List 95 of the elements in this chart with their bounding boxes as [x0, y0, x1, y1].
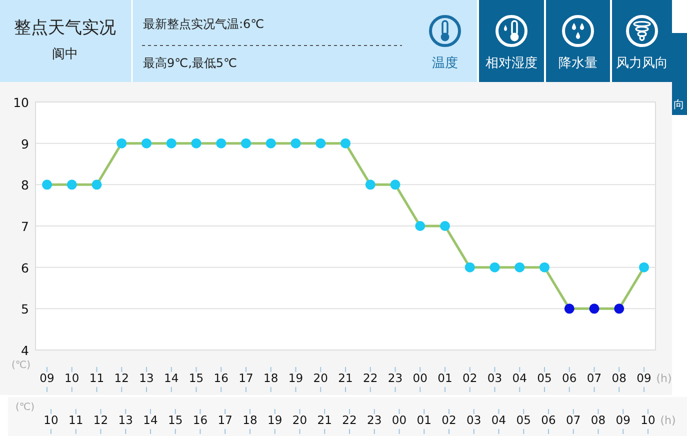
point [216, 138, 226, 148]
x-tick-label: 18 [264, 371, 278, 385]
point [316, 138, 326, 148]
point [390, 180, 400, 190]
point [440, 221, 450, 231]
point [639, 262, 649, 272]
x-tick-label: 10 [64, 371, 80, 385]
point [464, 262, 475, 272]
text: 相对湿度 [486, 55, 538, 71]
text: 13 [118, 413, 133, 427]
point [116, 138, 127, 148]
x-tick-label: 06 [562, 371, 577, 385]
text: 14 [143, 413, 158, 427]
x-tick-label: 15 [188, 371, 204, 385]
text: 05 [516, 413, 531, 427]
text: 10 [640, 413, 656, 427]
text: 02 [442, 413, 456, 427]
text: 19 [268, 413, 282, 427]
y-tick-label: 9 [21, 136, 30, 152]
text: (℃) [15, 402, 35, 413]
x-tick-label: 09 [40, 371, 54, 385]
text: 21 [317, 413, 332, 427]
y-tick-label: 5 [21, 302, 29, 317]
text: 04 [491, 413, 506, 427]
point [241, 138, 251, 148]
y-tick-label: 6 [21, 260, 30, 276]
point [166, 138, 176, 148]
y-tick-label: 10 [13, 95, 30, 110]
text: (h) [660, 414, 676, 427]
text: 降水量 [558, 56, 598, 71]
point [514, 262, 525, 272]
text: 10 [44, 413, 58, 427]
point [365, 180, 376, 190]
point [614, 304, 624, 314]
x-tick-label: 03 [487, 371, 502, 385]
text: 15 [168, 413, 183, 427]
point [340, 138, 350, 148]
x-tick-label: 05 [537, 371, 552, 385]
text: 16 [192, 413, 208, 427]
y-axis-title: (℃) [11, 360, 31, 371]
point [142, 138, 152, 148]
text: 18 [242, 413, 258, 427]
text: 17 [218, 413, 232, 427]
point [66, 180, 77, 190]
y-tick-label: 8 [21, 178, 30, 193]
point [564, 304, 574, 314]
text: 20 [292, 413, 308, 427]
text: 22 [342, 413, 357, 427]
y-tick-label: 7 [21, 219, 29, 234]
point [92, 180, 102, 190]
text: 23 [367, 413, 382, 427]
x-tick-label: 14 [164, 371, 179, 385]
x-tick-label: 22 [363, 371, 378, 385]
text: 最新整点实况气温:6℃ [143, 17, 264, 31]
point [266, 138, 276, 148]
text: 向 [674, 98, 684, 111]
x-tick-label: 13 [139, 371, 154, 385]
x-tick-label: 02 [462, 371, 478, 385]
point [540, 262, 550, 272]
chart-subtitle: 阆中 [52, 47, 78, 62]
x-tick-label: 07 [586, 371, 602, 385]
x-axis-title: (h) [656, 372, 672, 385]
text: 03 [466, 413, 482, 427]
text: 01 [416, 413, 432, 427]
x-tick-label: 23 [388, 371, 403, 385]
text: 06 [541, 413, 556, 427]
x-tick-label: 00 [412, 371, 428, 385]
y-tick-label: 4 [21, 343, 30, 358]
x-tick-label: 11 [89, 371, 104, 385]
x-tick-label: 09 [636, 371, 652, 385]
x-tick-label: 01 [438, 371, 452, 385]
x-tick-label: 16 [214, 371, 228, 385]
text: 09 [616, 413, 630, 427]
point [415, 221, 426, 231]
text: 风力风向 [616, 56, 668, 71]
text: 11 [68, 413, 84, 427]
chart-title: 整点天气实况 [14, 18, 116, 38]
text: 温度 [432, 55, 458, 71]
text: 08 [590, 413, 606, 427]
x-tick-label: 04 [512, 371, 527, 385]
point [589, 304, 600, 314]
text: 12 [93, 413, 108, 427]
text: 00 [392, 413, 407, 427]
point [490, 262, 500, 272]
point [191, 138, 202, 148]
x-tick-label: 21 [338, 371, 353, 385]
text: 07 [566, 413, 581, 427]
text: 最高9℃,最低5℃ [143, 56, 238, 70]
point [42, 180, 52, 190]
x-tick-label: 19 [288, 371, 304, 385]
point [290, 138, 301, 148]
x-tick-label: 17 [238, 371, 254, 385]
x-tick-label: 20 [313, 371, 328, 385]
x-tick-label: 08 [612, 371, 626, 385]
x-tick-label: 12 [114, 371, 129, 385]
